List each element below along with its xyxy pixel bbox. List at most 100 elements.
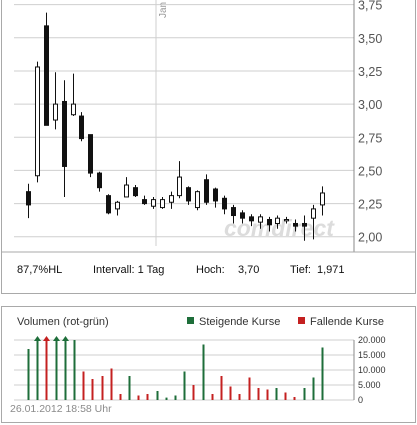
price-tick-label: 3,00 (358, 98, 382, 112)
candle-body (249, 216, 254, 222)
candle-body (169, 195, 174, 203)
volume-overflow-arrow (62, 336, 69, 341)
candle-body (62, 100, 67, 167)
legend-rising-swatch (187, 317, 194, 324)
volume-bar (174, 395, 177, 400)
volume-bar (211, 394, 214, 400)
interval-label: Intervall: 1 Tag (93, 264, 165, 276)
candle-body (204, 179, 209, 203)
volume-bar (312, 377, 315, 400)
volume-tick-label: 20.000 (358, 335, 386, 345)
volume-bar (91, 379, 94, 400)
volume-overflow-arrow (53, 336, 60, 341)
price-tick-label: 3,25 (358, 65, 382, 79)
legend-rising: Steigende Kurse (187, 316, 280, 328)
volume-tick-label: 15.000 (358, 350, 386, 360)
candle-body (133, 187, 138, 197)
volume-chart-title: Volumen (rot-grün) (17, 316, 109, 328)
candle-body (71, 103, 76, 116)
high-label: Hoch: (196, 264, 225, 276)
candle-body (231, 207, 236, 217)
candle-body (26, 191, 31, 206)
price-tick-label: 2,75 (358, 131, 382, 145)
volume-bar (146, 394, 149, 400)
volume-bar (45, 340, 48, 400)
volume-tick-label: 10.000 (358, 365, 386, 375)
candle-body (213, 188, 218, 202)
low-label: Tief: (290, 264, 311, 276)
volume-bar (321, 347, 324, 400)
price-tick-label: 2,25 (358, 198, 382, 212)
volume-bar (303, 388, 306, 400)
volume-bar (238, 394, 241, 400)
volume-bar (266, 389, 269, 400)
volume-bar (110, 368, 113, 400)
candle-body (97, 172, 102, 189)
month-label: Jan (158, 2, 169, 18)
candle-body (115, 201, 120, 210)
candle-body (275, 217, 280, 224)
candle-body (267, 219, 272, 226)
volume-bar (192, 385, 195, 400)
candle-body (240, 212, 245, 219)
legend-falling: Fallende Kurse (298, 316, 384, 328)
volume-bar (55, 340, 58, 400)
price-chart-panel: 3,75 3,50 3,25 3,00 2,75 2,50 2,25 2,00 Jan comdi… (1, 0, 416, 294)
price-tick-label: 2,50 (358, 164, 382, 178)
timestamp-footer: 26.01.2012 18:58 Uhr (10, 403, 112, 415)
volume-bar (27, 349, 30, 400)
volume-bar-chart: 20.000 15.000 10.000 5.000 0 (14, 335, 386, 405)
legend-falling-swatch (298, 317, 305, 324)
candle-body (302, 222, 307, 227)
volume-overflow-arrow (43, 336, 50, 341)
volume-bar (82, 371, 85, 400)
price-tick-label: 3,75 (358, 0, 382, 13)
volume-bar (36, 340, 39, 400)
volume-bar (293, 397, 296, 400)
volume-bar (119, 394, 122, 400)
candle-body (284, 219, 289, 222)
volume-tick-label: 0 (358, 395, 363, 405)
volume-overflow-arrow (34, 336, 41, 341)
volume-bar (248, 377, 251, 400)
volume-bar (156, 391, 159, 400)
candle-body (35, 66, 40, 177)
legend-falling-label: Fallende Kurse (310, 316, 384, 328)
legend-rising-label: Steigende Kurse (199, 316, 281, 328)
volume-bar (284, 392, 287, 400)
volume-bar (202, 344, 205, 400)
candle-body (142, 199, 147, 205)
volume-bar (229, 386, 232, 400)
candle-body (124, 184, 129, 198)
price-candlestick-chart: 3,753,503,253,002,752,502,252,00Jancomdi… (2, 0, 415, 253)
price-tick-label: 2,00 (358, 231, 382, 245)
candle-body (79, 115, 84, 140)
candle-body (88, 134, 93, 174)
volume-bar (128, 376, 131, 400)
candle-body (177, 176, 182, 197)
price-tick-label: 3,50 (358, 32, 382, 46)
volume-bar (275, 388, 278, 400)
candle-body (106, 195, 111, 214)
candle-body (258, 216, 263, 223)
volume-chart-panel: 20.000 15.000 10.000 5.000 0 Volumen (rot-gr… (1, 306, 416, 423)
volume-bar (220, 376, 223, 400)
candle-body (53, 103, 58, 121)
volume-bar (73, 340, 76, 400)
volume-bar (64, 340, 67, 400)
low-value: 1,971 (317, 264, 345, 276)
candle-body (186, 187, 191, 202)
volume-bar (137, 395, 140, 400)
volume-bar (183, 371, 186, 400)
candle-body (160, 199, 165, 209)
candle-body (293, 222, 298, 227)
volume-bar (257, 388, 260, 400)
volume-bar (165, 397, 168, 400)
candle-body (320, 192, 325, 206)
high-value: 3,70 (238, 264, 260, 276)
volume-tick-label: 5.000 (358, 380, 381, 390)
hl-percentage: 87,7%HL (17, 264, 63, 276)
candle-body (222, 197, 227, 210)
volume-bar (101, 376, 104, 400)
candle-body (44, 25, 49, 126)
